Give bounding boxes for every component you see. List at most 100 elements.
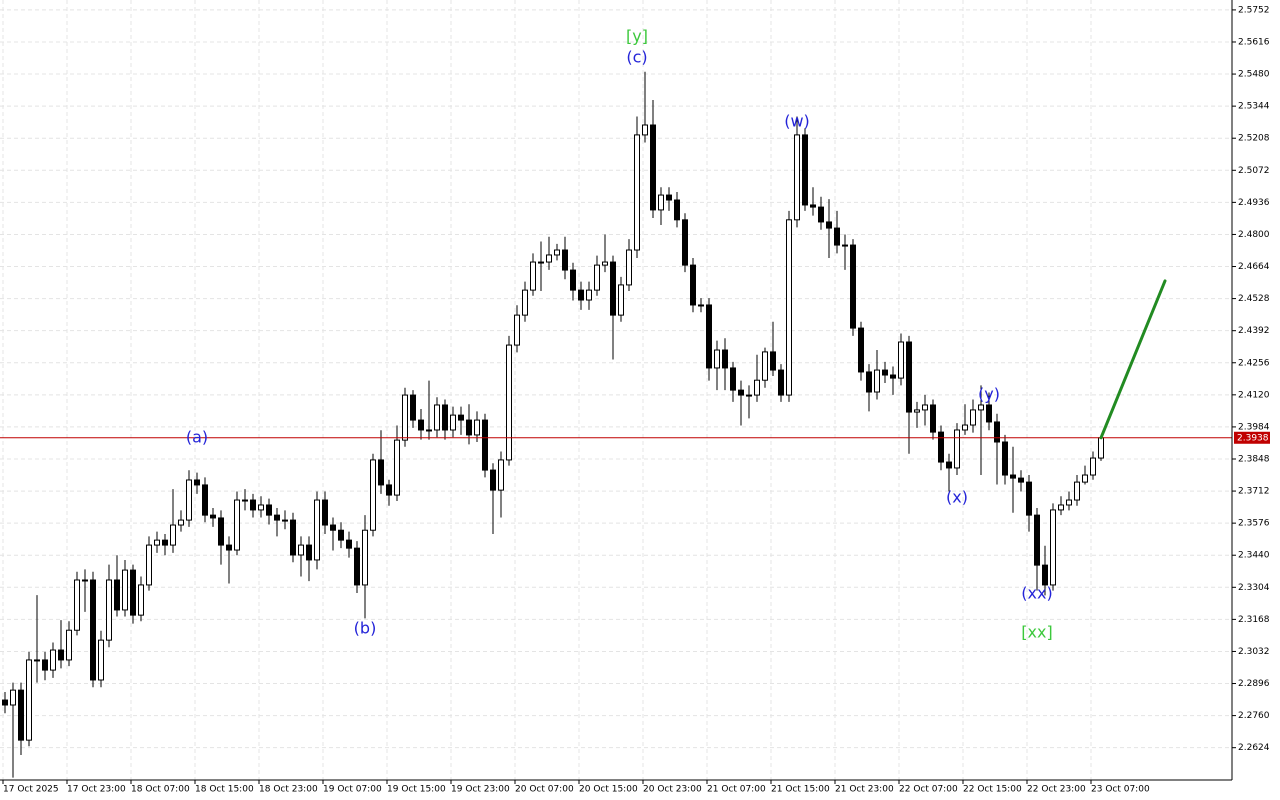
x-tick-label: 17 Oct 23:00: [67, 785, 126, 795]
candle-body: [162, 539, 168, 546]
candle-body: [562, 249, 568, 271]
y-tick-label: 2.3304: [1238, 583, 1270, 593]
candle-body: [410, 394, 416, 421]
candle-body: [130, 569, 136, 616]
candle-body: [402, 394, 408, 441]
candle-body: [738, 389, 744, 396]
y-tick-label: 2.4120: [1238, 390, 1270, 400]
candle-body: [226, 544, 232, 551]
candle-body: [298, 544, 304, 556]
candle-body: [58, 649, 64, 661]
wave-label: [xx]: [1021, 623, 1052, 642]
candle-body: [978, 404, 984, 411]
x-tick-label: 20 Oct 23:00: [643, 785, 702, 795]
candle-body: [66, 629, 72, 661]
candle-body: [194, 479, 200, 486]
candle-body: [714, 349, 720, 369]
x-tick-label: 19 Oct 15:00: [387, 785, 446, 795]
candle-body: [706, 304, 712, 369]
candle-body: [1002, 441, 1008, 476]
candle-body: [970, 409, 976, 426]
candle-body: [922, 404, 928, 411]
candle-body: [106, 579, 112, 641]
candle-body: [418, 419, 424, 431]
candle-body: [666, 194, 672, 201]
candle-body: [618, 284, 624, 316]
x-tick-label: 21 Oct 07:00: [707, 785, 766, 795]
candle-body: [2, 699, 8, 706]
candle-body: [842, 244, 848, 247]
x-tick-label: 19 Oct 23:00: [451, 785, 510, 795]
candle-body: [18, 689, 24, 741]
candle-body: [834, 227, 840, 246]
x-tick-label: 17 Oct 2025: [3, 785, 59, 795]
candle-body: [474, 419, 480, 436]
candle-body: [330, 524, 336, 531]
candle-body: [338, 529, 344, 541]
candle-body: [826, 221, 832, 229]
candle-body: [754, 379, 760, 396]
candle-body: [154, 539, 160, 546]
wave-label: [y]: [626, 27, 648, 46]
candle-body: [386, 484, 392, 496]
y-tick-label: 2.4800: [1238, 230, 1270, 240]
candle-body: [1098, 437, 1104, 459]
candle-body: [898, 341, 904, 379]
candle-body: [234, 499, 240, 551]
candle-body: [346, 539, 352, 549]
y-tick-label: 2.3848: [1238, 454, 1270, 464]
candle-body: [1066, 499, 1072, 506]
wave-label: (xx): [1021, 583, 1052, 602]
candle-body: [786, 219, 792, 396]
candle-body: [634, 134, 640, 251]
x-tick-label: 21 Oct 23:00: [835, 785, 894, 795]
candle-body: [538, 261, 544, 264]
candle-body: [114, 579, 120, 611]
candle-body: [1074, 481, 1080, 501]
candle-body: [570, 269, 576, 291]
candle-body: [42, 659, 48, 671]
candle-body: [10, 689, 16, 706]
candle-body: [762, 351, 768, 381]
y-tick-label: 2.3168: [1238, 615, 1270, 625]
candle-body: [1010, 474, 1016, 479]
candle-body: [626, 249, 632, 286]
candle-body: [994, 421, 1000, 443]
candle-body: [554, 249, 560, 256]
y-tick-label: 2.5752: [1238, 5, 1270, 15]
candle-body: [242, 499, 248, 502]
wave-label: (c): [626, 48, 647, 67]
y-tick-label: 2.4664: [1238, 262, 1270, 272]
candle-body: [490, 469, 496, 491]
x-tick-label: 22 Oct 23:00: [1027, 785, 1086, 795]
candle-body: [442, 404, 448, 431]
candle-body: [34, 659, 40, 662]
candle-body: [274, 514, 280, 521]
y-tick-label: 2.5208: [1238, 134, 1270, 144]
candle-body: [530, 261, 536, 291]
candle-body: [730, 367, 736, 391]
candle-body: [1026, 481, 1032, 516]
candle-body: [1090, 457, 1096, 476]
candle-body: [394, 439, 400, 496]
candle-body: [986, 404, 992, 423]
y-tick-label: 2.4392: [1238, 326, 1270, 336]
candle-body: [810, 204, 816, 208]
candle-body: [186, 479, 192, 521]
candle-body: [258, 504, 264, 511]
candle-body: [26, 659, 32, 741]
y-tick-label: 2.2760: [1238, 711, 1270, 721]
candle-body: [458, 414, 464, 421]
candle-body: [266, 504, 272, 516]
candle-body: [682, 219, 688, 266]
candle-body: [850, 244, 856, 329]
candle-body: [482, 419, 488, 471]
wave-label: (y): [978, 385, 1000, 404]
x-tick-label: 18 Oct 15:00: [195, 785, 254, 795]
candle-body: [586, 289, 592, 301]
x-tick-label: 18 Oct 07:00: [131, 785, 190, 795]
candle-body: [290, 519, 296, 556]
candle-body: [122, 569, 128, 611]
y-tick-label: 2.2896: [1238, 679, 1270, 689]
candle-body: [1082, 474, 1088, 483]
